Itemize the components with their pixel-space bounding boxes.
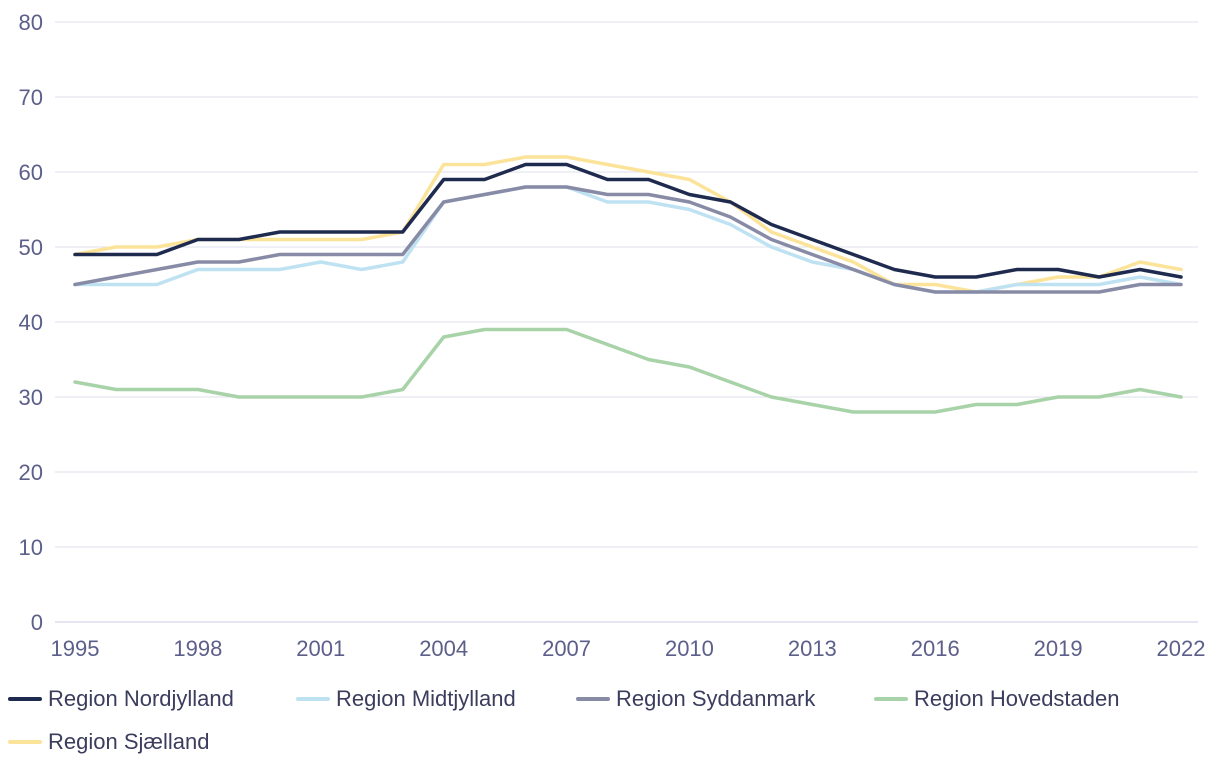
line-chart: 0 10 20 30 40 50 60 70 80 1995 1998 2001 2004 2007 20…: [19, 10, 1206, 661]
x-tick-label: 2001: [296, 636, 345, 661]
x-tick-label: 2004: [419, 636, 468, 661]
legend-item-sjaelland: Region Sjælland: [8, 729, 209, 755]
y-tick-label: 10: [19, 535, 43, 560]
series-line-region-midtjylland: [73, 185, 1183, 294]
x-tick-label: 1998: [173, 636, 222, 661]
legend-label: Region Hovedstaden: [914, 686, 1120, 711]
legend-swatch: [8, 697, 42, 701]
x-tick-label: 2022: [1157, 636, 1206, 661]
x-tick-label: 2007: [542, 636, 591, 661]
series-line-region-hovedstaden: [73, 327, 1183, 414]
legend-label: Region Nordjylland: [48, 686, 234, 711]
y-tick-label: 70: [19, 85, 43, 110]
legend-swatch: [576, 697, 610, 701]
x-tick-label: 2013: [788, 636, 837, 661]
y-tick-label: 40: [19, 310, 43, 335]
legend-item-hovedstaden: Region Hovedstaden: [874, 686, 1119, 712]
legend-swatch: [296, 697, 330, 701]
y-tick-label: 80: [19, 10, 43, 35]
y-axis-ticks: 0 10 20 30 40 50 60 70 80: [19, 10, 43, 635]
gridlines: [55, 21, 1198, 623]
legend-label: Region Midtjylland: [336, 686, 516, 711]
series-line-region-sjælland: [73, 155, 1183, 294]
x-tick-label: 2010: [665, 636, 714, 661]
y-tick-label: 30: [19, 385, 43, 410]
legend-swatch: [874, 697, 908, 701]
series-line-region-nordjylland: [73, 162, 1183, 279]
x-axis-ticks: 1995 1998 2001 2004 2007 2010 2013 2016 2019 2022: [51, 636, 1206, 661]
legend-item-syddanmark: Region Syddanmark: [576, 686, 815, 712]
x-tick-label: 1995: [51, 636, 100, 661]
y-tick-label: 50: [19, 235, 43, 260]
series-line-region-syddanmark: [73, 185, 1183, 294]
legend-swatch: [8, 740, 42, 744]
legend-item-nordjylland: Region Nordjylland: [8, 686, 234, 712]
y-tick-label: 0: [31, 610, 43, 635]
x-tick-label: 2019: [1034, 636, 1083, 661]
y-tick-label: 60: [19, 160, 43, 185]
legend-item-midtjylland: Region Midtjylland: [296, 686, 516, 712]
series-lines: [73, 155, 1183, 414]
legend-label: Region Syddanmark: [616, 686, 816, 711]
y-tick-label: 20: [19, 460, 43, 485]
legend-label: Region Sjælland: [48, 729, 210, 754]
x-tick-label: 2016: [911, 636, 960, 661]
